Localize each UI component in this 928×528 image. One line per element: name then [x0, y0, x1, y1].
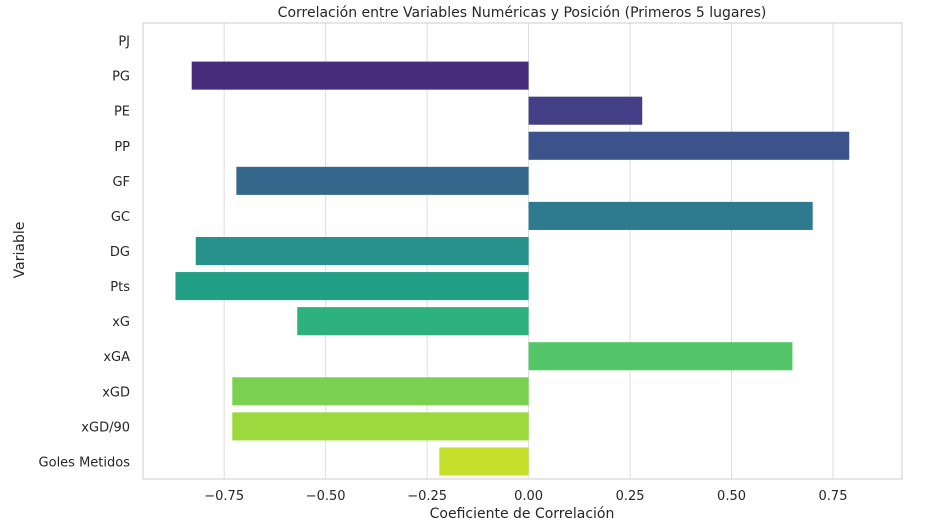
x-tick-label: 0.25 [616, 489, 645, 504]
chart-title: Correlación entre Variables Numéricas y … [278, 5, 767, 21]
y-axis-label: Variable [12, 222, 28, 279]
bar-pe [528, 96, 643, 125]
bar-gc [528, 201, 813, 230]
y-tick-label: xGD/90 [81, 420, 130, 435]
bar-xga [528, 342, 793, 371]
bar-pg [191, 61, 529, 90]
x-tick-labels: −0.75 −0.50 −0.25 0.00 0.25 0.50 0.75 [204, 489, 847, 504]
x-tick-label: −0.75 [204, 489, 244, 504]
bar-goles-metidos [439, 447, 529, 476]
y-tick-label: xGA [103, 350, 130, 365]
y-tick-label: Goles Metidos [39, 455, 131, 470]
y-tick-label: PE [114, 105, 130, 120]
x-tick-label: −0.50 [306, 489, 346, 504]
x-tick-label: −0.25 [407, 489, 447, 504]
bar-pts [175, 272, 529, 301]
x-axis-label: Coeficiente de Correlación [430, 506, 615, 522]
bar-dg [195, 236, 529, 266]
y-tick-label: Pts [110, 280, 130, 295]
y-tick-label: PG [112, 70, 130, 85]
y-tick-labels: PJ PG PE PP GF GC DG Pts xG xGA xGD xGD/90 Goles Met… [39, 35, 131, 471]
y-tick-label: DG [110, 245, 130, 260]
bars [175, 61, 850, 476]
y-tick-label: PJ [118, 35, 130, 50]
x-tick-label: 0.75 [819, 489, 848, 504]
y-tick-label: GF [112, 175, 130, 190]
bar-pp [528, 131, 850, 160]
bar-xg [297, 307, 529, 336]
plot-frame [142, 22, 903, 480]
x-tick-label: 0.50 [717, 489, 746, 504]
y-tick-label: PP [114, 140, 130, 155]
bar-xgd [232, 377, 529, 406]
y-tick-label: xG [112, 315, 130, 330]
y-tick-label: xGD [102, 385, 130, 400]
bar-gf [236, 166, 529, 195]
bar-xgd-90 [232, 412, 529, 441]
x-tick-label: 0.00 [514, 489, 543, 504]
y-tick-label: GC [111, 210, 130, 225]
